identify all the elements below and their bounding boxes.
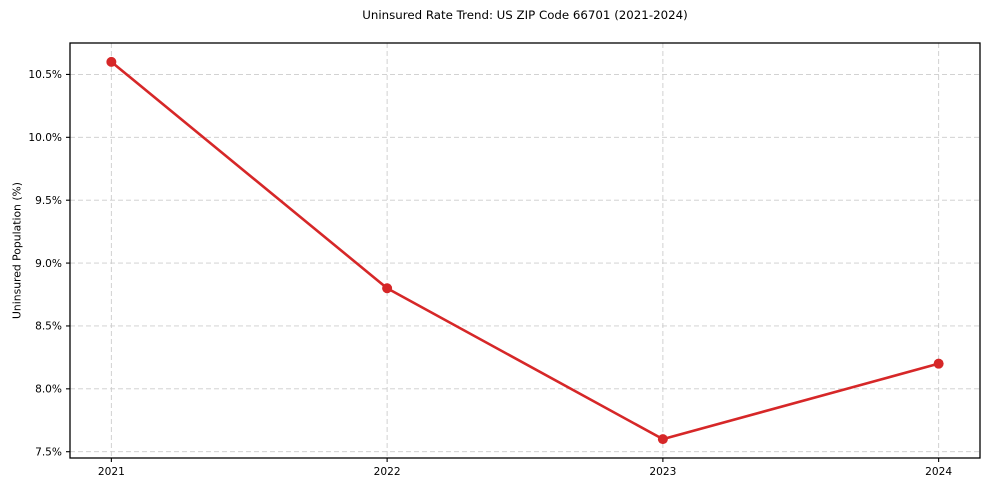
axes [66, 42, 981, 462]
data-point-marker [933, 358, 944, 369]
y-tick-label: 7.5% [35, 446, 62, 458]
x-tick-label: 2024 [925, 466, 952, 478]
y-tick-label: 8.5% [35, 321, 62, 333]
x-tick-label: 2023 [649, 466, 676, 478]
chart-title: Uninsured Rate Trend: US ZIP Code 66701 … [362, 8, 688, 22]
data-series [106, 56, 944, 445]
tick-labels: 2021 2022 2023 2024 7.5% 8.0% 8.5% 9.0% 9.5% 10.0… [28, 69, 952, 478]
y-tick-label: 9.5% [35, 195, 62, 207]
data-point-marker [106, 56, 117, 67]
data-point-marker [657, 434, 668, 445]
x-tick-label: 2021 [98, 466, 125, 478]
y-tick-label: 10.0% [28, 132, 62, 144]
trend-line [110, 60, 940, 441]
data-point-marker [382, 283, 393, 294]
x-tick-label: 2022 [374, 466, 401, 478]
y-tick-label: 10.5% [28, 69, 62, 81]
gridlines [70, 43, 980, 458]
y-tick-label: 9.0% [35, 258, 62, 270]
y-tick-label: 8.0% [35, 384, 62, 396]
plot-border [69, 42, 981, 459]
